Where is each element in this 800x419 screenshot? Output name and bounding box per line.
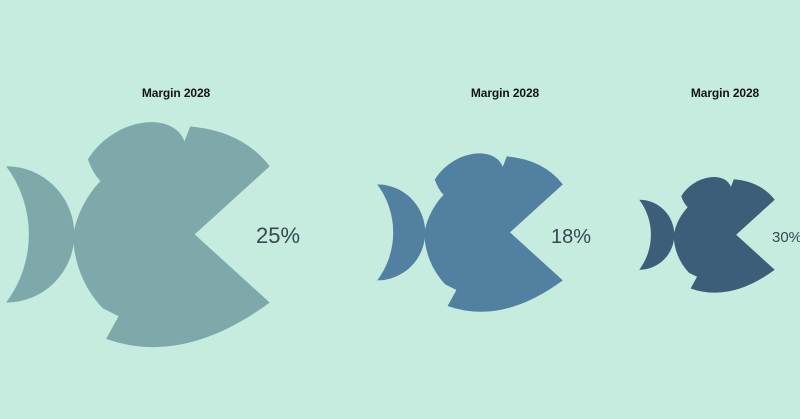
- fish-3-title: Margin 2028: [690, 86, 760, 100]
- fish-1-tail: [6, 166, 75, 303]
- fish-3-tail: [639, 199, 675, 270]
- fish-1-body: [73, 122, 270, 348]
- fish-2-title: Margin 2028: [470, 86, 540, 100]
- fish-2-tail: [377, 184, 426, 281]
- fish-1-value: 25%: [256, 223, 301, 248]
- fish-3-value: 30%: [772, 229, 800, 246]
- fish-3-body: [673, 177, 775, 293]
- fish-2-body: [424, 153, 563, 312]
- fish-2-icon: [377, 153, 563, 312]
- fish-1-icon: [6, 122, 270, 348]
- fish-1-title: Margin 2028: [141, 86, 211, 100]
- fish-3-icon: [639, 177, 775, 293]
- fish-2-value: 18%: [551, 226, 592, 248]
